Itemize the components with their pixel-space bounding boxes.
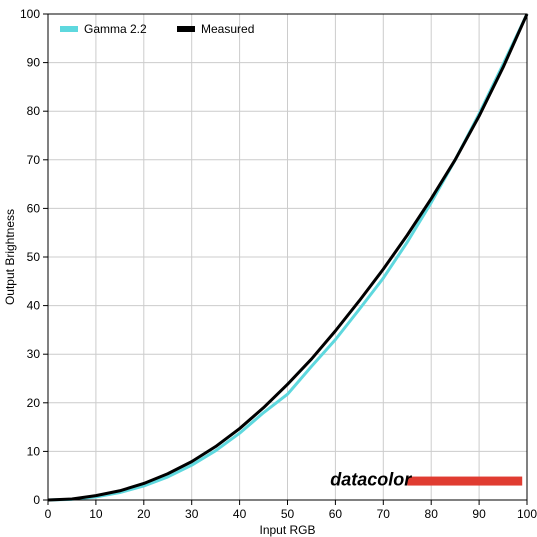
ytick-label: 30	[27, 347, 41, 361]
xtick-label: 80	[425, 507, 439, 521]
xtick-label: 50	[281, 507, 295, 521]
xtick-label: 90	[472, 507, 486, 521]
legend-swatch	[177, 26, 195, 32]
legend-label: Measured	[201, 22, 254, 36]
y-axis-label: Output Brightness	[3, 209, 17, 305]
xtick-label: 20	[137, 507, 151, 521]
ytick-label: 70	[27, 153, 41, 167]
ytick-label: 60	[27, 201, 41, 215]
xtick-label: 10	[89, 507, 103, 521]
gamma-chart: 0 10 20 30 40 50 60 70 80 90 100 0 10 20 30 40 50 60 70 80 9…	[0, 0, 537, 537]
xtick-label: 70	[377, 507, 391, 521]
ytick-label: 90	[27, 56, 41, 70]
brand-bar	[407, 477, 522, 486]
legend-swatch	[60, 26, 78, 32]
xtick-label: 0	[45, 507, 52, 521]
chart-container: 0 10 20 30 40 50 60 70 80 90 100 0 10 20 30 40 50 60 70 80 9…	[0, 0, 537, 537]
xtick-label: 40	[233, 507, 247, 521]
legend-label: Gamma 2.2	[84, 22, 147, 36]
xtick-label: 30	[185, 507, 199, 521]
ytick-label: 20	[27, 396, 41, 410]
ytick-label: 10	[27, 444, 41, 458]
xtick-label: 100	[517, 507, 537, 521]
ytick-label: 100	[20, 7, 40, 21]
x-axis-label: Input RGB	[259, 523, 315, 537]
ytick-label: 80	[27, 104, 41, 118]
xtick-label: 60	[329, 507, 343, 521]
ytick-label: 40	[27, 299, 41, 313]
ytick-label: 0	[33, 493, 40, 507]
ytick-label: 50	[27, 250, 41, 264]
brand-text: datacolor	[330, 470, 412, 490]
